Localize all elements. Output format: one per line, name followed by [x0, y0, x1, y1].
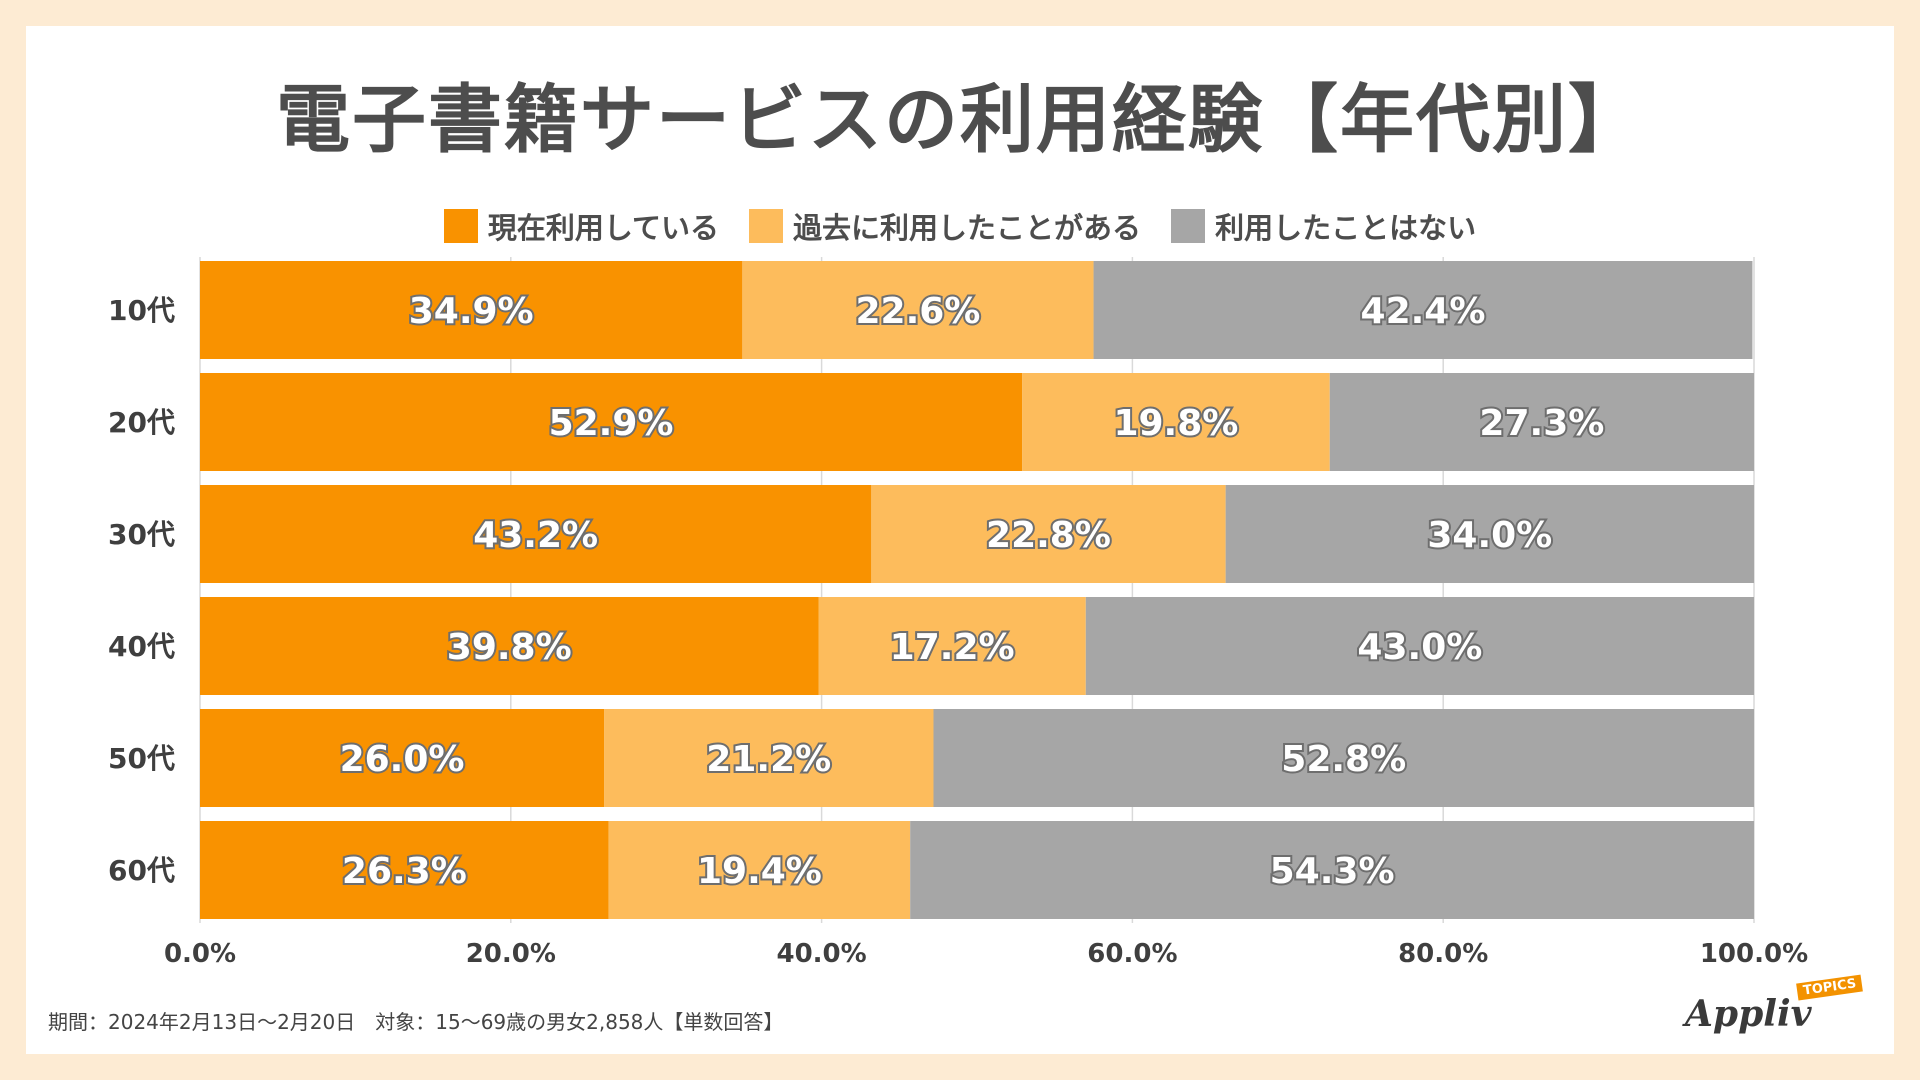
bar-segment-3-1	[818, 597, 1086, 695]
x-tick-label-5: 100.0%	[1700, 939, 1808, 969]
data-label-0-1: 22.6%	[855, 291, 980, 332]
legend-label-current: 現在利用している	[487, 211, 720, 245]
data-label-0-2: 42.4%	[1361, 291, 1486, 332]
data-label-3-1: 17.2%	[890, 627, 1015, 668]
legend-swatch-current	[443, 209, 478, 243]
bar-segment-3-0	[200, 597, 819, 695]
bar-segment-4-1	[604, 709, 934, 807]
category-label-3: 40代	[108, 630, 175, 663]
data-label-2-0: 43.2%	[473, 515, 598, 556]
x-tick-label-2: 40.0%	[776, 939, 866, 969]
bar-segment-2-2	[1225, 485, 1754, 583]
x-tick-label-3: 60.0%	[1087, 939, 1177, 969]
legend-item-past: 過去に利用したことがある	[749, 205, 1141, 247]
data-label-3-2: 43.0%	[1357, 627, 1482, 668]
chart-title: 電子書籍サービスの利用経験【年代別】	[276, 77, 1644, 163]
legend-label-never: 利用したことはない	[1215, 211, 1477, 245]
data-label-4-0: 26.0%	[340, 739, 465, 780]
applivo-logo: Appliv TOPICS	[1685, 974, 1865, 1035]
data-label-1-0: 52.9%	[549, 403, 674, 444]
category-label-4: 50代	[108, 742, 175, 775]
bar-segment-3-2	[1085, 597, 1754, 695]
x-tick-label-0: 0.0%	[164, 939, 236, 969]
category-label-2: 30代	[108, 518, 175, 551]
data-label-4-2: 52.8%	[1281, 739, 1406, 780]
logo-badge: TOPICS	[1796, 974, 1864, 1001]
logo-text: Appliv	[1685, 993, 1812, 1035]
bar-segment-5-1	[608, 821, 911, 919]
data-label-3-0: 39.8%	[447, 627, 572, 668]
bar-segment-0-1	[742, 261, 1094, 359]
bar-segment-4-2	[933, 709, 1754, 807]
bar-segment-1-1	[1022, 373, 1330, 471]
data-label-1-1: 19.8%	[1113, 403, 1238, 444]
data-label-5-2: 54.3%	[1270, 851, 1395, 892]
legend-swatch-past	[749, 209, 784, 243]
bar-segment-2-1	[871, 485, 1226, 583]
legend-label-past: 過去に利用したことがある	[793, 211, 1142, 245]
bar-segment-4-0	[200, 709, 605, 807]
bar-segment-5-0	[200, 821, 609, 919]
bar-segment-1-2	[1329, 373, 1754, 471]
legend-swatch-never	[1171, 209, 1206, 243]
category-label-1: 20代	[108, 406, 175, 439]
category-label-0: 10代	[108, 294, 175, 327]
legend-item-current: 現在利用している	[443, 205, 720, 247]
legend: 現在利用している 過去に利用したことがある 利用したことはない	[0, 205, 1920, 247]
data-label-1-2: 27.3%	[1479, 403, 1604, 444]
data-label-2-1: 22.8%	[986, 515, 1111, 556]
bar-segment-0-2	[1093, 261, 1753, 359]
bar-segment-0-0	[200, 261, 743, 359]
bar-segment-1-0	[200, 373, 1023, 471]
data-label-5-1: 19.4%	[697, 851, 822, 892]
bar-segment-2-0	[200, 485, 872, 583]
data-label-5-0: 26.3%	[342, 851, 467, 892]
bar-segment-5-2	[910, 821, 1754, 919]
legend-item-never: 利用したことはない	[1171, 205, 1476, 247]
data-label-2-2: 34.0%	[1427, 515, 1552, 556]
category-label-5: 60代	[108, 854, 175, 887]
x-tick-label-4: 80.0%	[1398, 939, 1488, 969]
data-label-4-1: 21.2%	[706, 739, 831, 780]
footnote: 期間：2024年2月13日～2月20日 対象：15～69歳の男女2,858人【単…	[48, 1010, 784, 1034]
data-label-0-0: 34.9%	[409, 291, 534, 332]
x-tick-label-1: 20.0%	[466, 939, 556, 969]
